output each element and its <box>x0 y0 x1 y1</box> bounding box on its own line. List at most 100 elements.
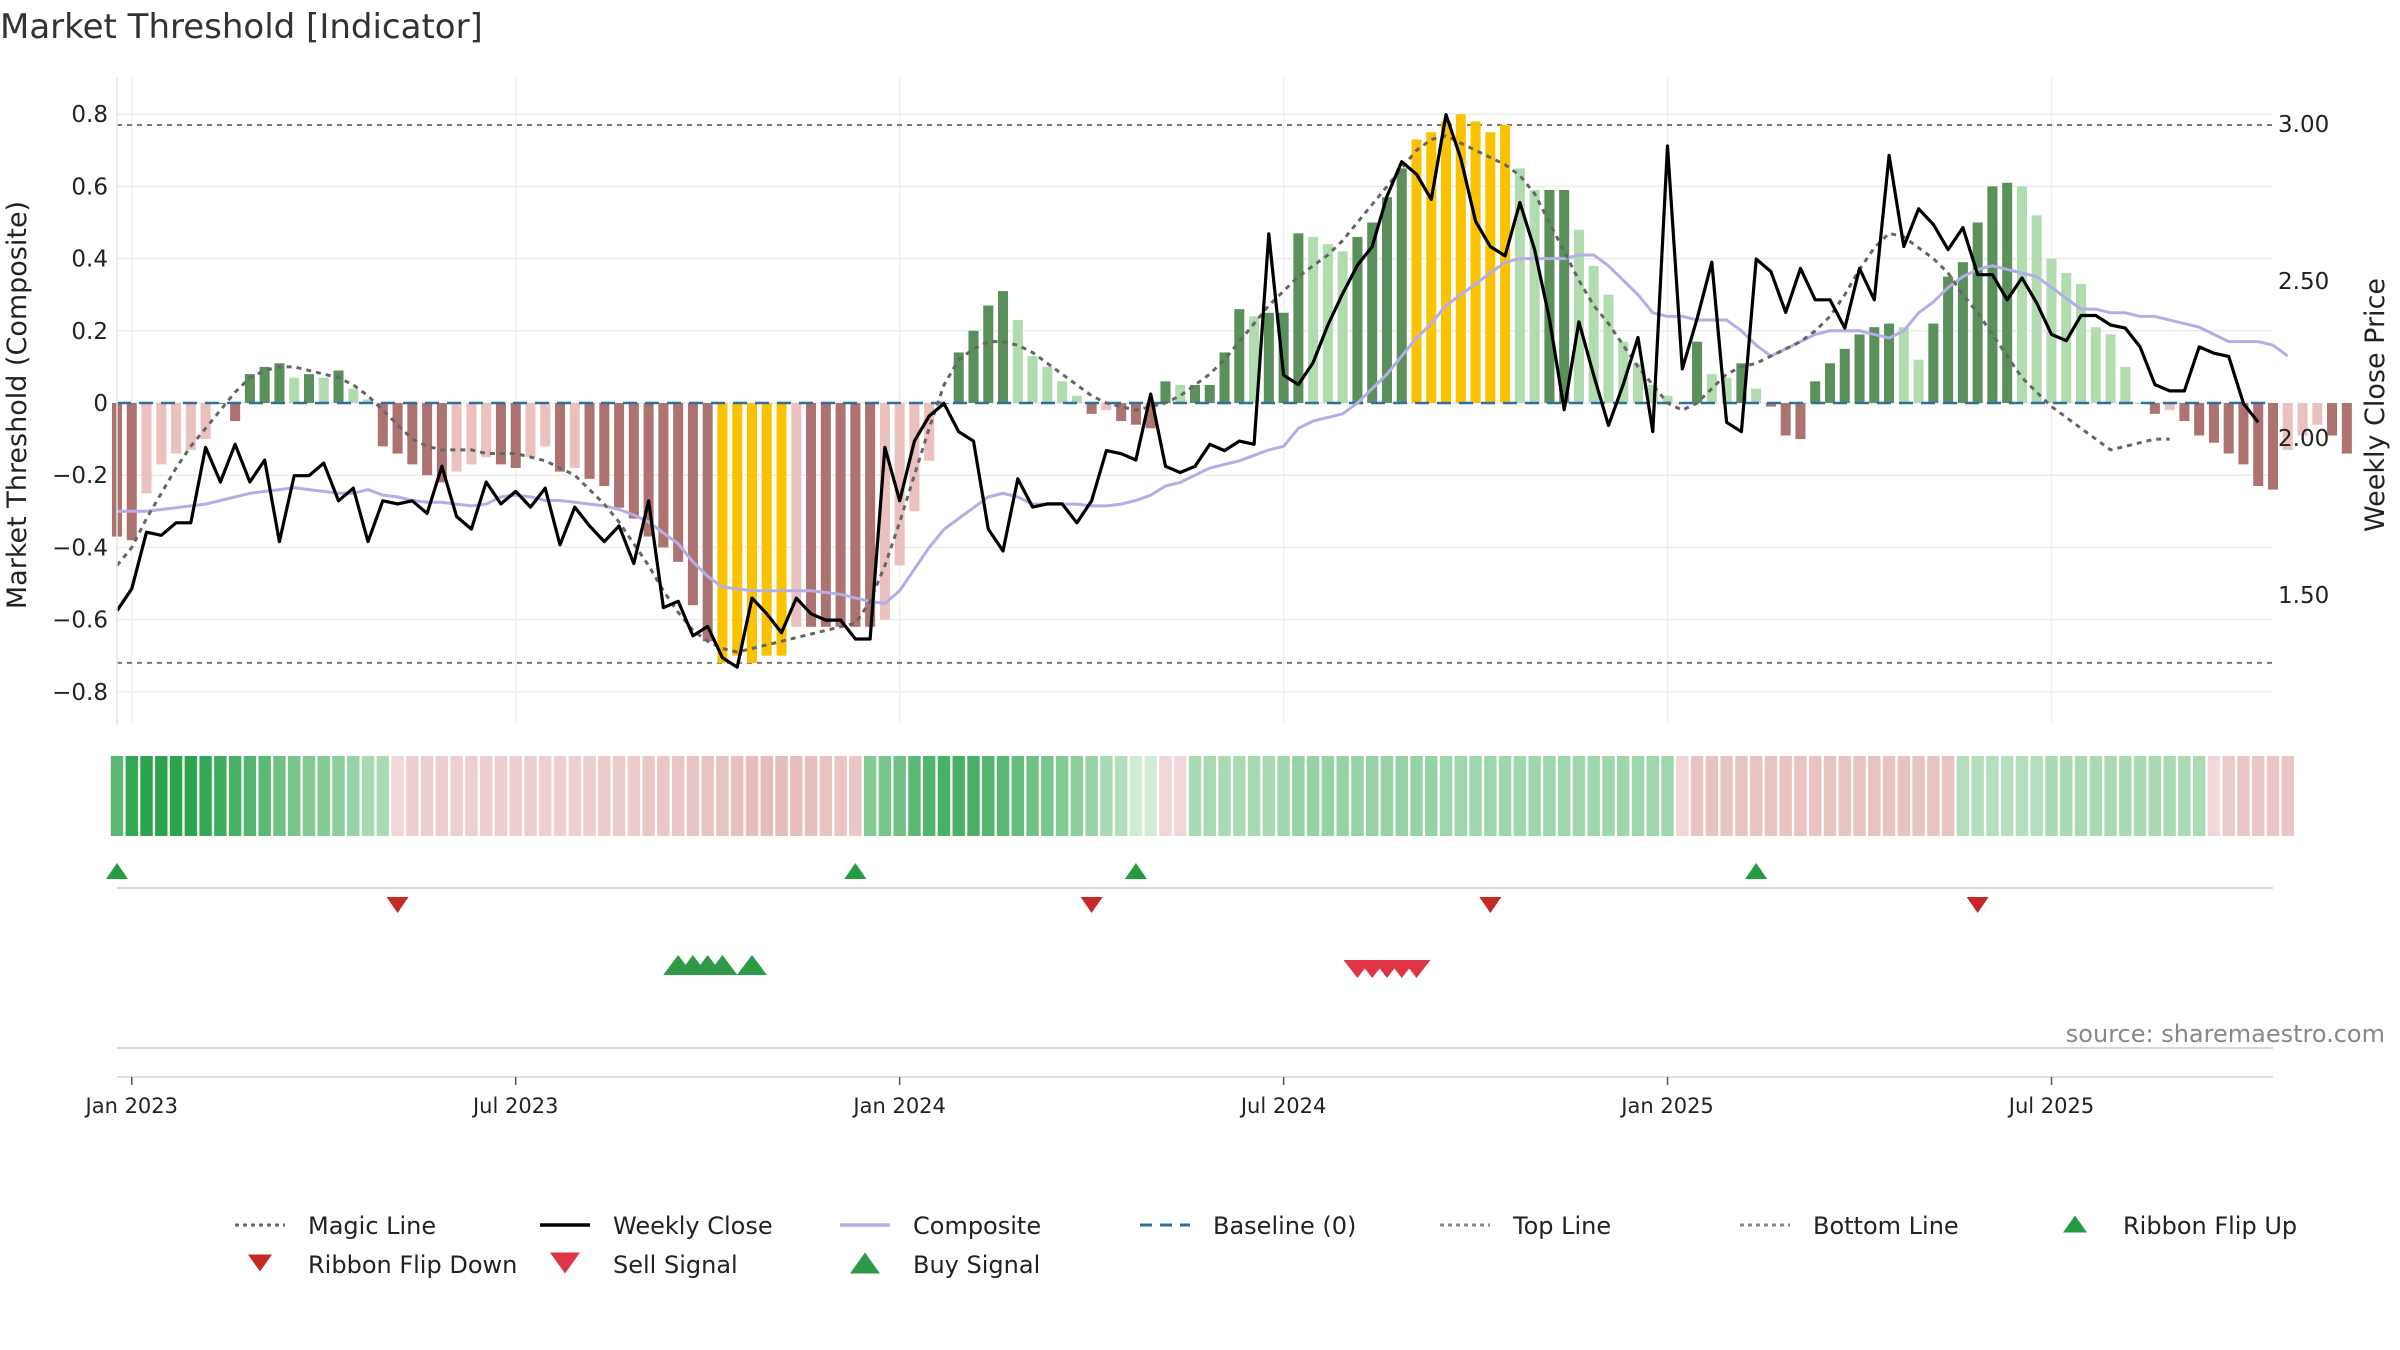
ribbon-cell <box>524 756 537 836</box>
legend-item: Ribbon Flip Down <box>248 1251 517 1279</box>
composite-bar <box>1263 312 1274 403</box>
composite-bar <box>318 377 329 403</box>
ribbon-cell <box>1735 756 1748 836</box>
ribbon-cell <box>2030 756 2043 836</box>
ribbon-cell <box>2222 756 2235 836</box>
trend-ribbon <box>110 756 2294 836</box>
composite-bar <box>732 403 743 656</box>
ribbon-cell <box>2119 756 2132 836</box>
composite-bar <box>126 403 137 541</box>
ribbon-cell <box>1587 756 1600 836</box>
legend-item: Baseline (0) <box>1140 1212 1356 1240</box>
ribbon-cell <box>391 756 404 836</box>
legend-item: Composite <box>840 1212 1041 1240</box>
composite-bar <box>1145 403 1156 429</box>
ribbon-cell <box>1749 756 1763 836</box>
composite-bar <box>363 399 374 403</box>
ribbon-cell <box>243 756 257 836</box>
composite-bar <box>2120 366 2131 403</box>
legend: Magic Line Weekly Close Composite Baseline … <box>235 1212 2297 1279</box>
composite-bar <box>1662 395 1673 403</box>
composite-bar <box>1573 229 1584 403</box>
composite-bar <box>1544 190 1555 403</box>
ribbon-cell <box>893 756 906 836</box>
ribbon-cell <box>406 756 419 836</box>
ribbon-cell <box>1041 756 1054 836</box>
ribbon-flip-down-marker <box>386 897 409 913</box>
composite-bar <box>422 403 433 476</box>
axes: 0.8 0.6 0.4 0.2 0 −0.2 −0.4 −0.6 −0.8 3.00 2.50 2.0… <box>52 78 2329 725</box>
composite-bar <box>1441 121 1452 404</box>
ribbon-cell <box>1513 756 1527 836</box>
ribbon-cell <box>731 756 744 836</box>
source-note: source: sharemaestro.com <box>2066 1020 2385 1048</box>
ribbon-cell <box>819 756 833 836</box>
ribbon-cell <box>2192 756 2206 836</box>
ribbon-cell <box>199 756 212 836</box>
composite-bar <box>2208 403 2219 443</box>
ribbon-cell <box>612 756 626 836</box>
ribbon-flip-down-marker <box>1479 897 1502 913</box>
composite-bar <box>540 403 551 447</box>
composite-bar <box>1411 139 1422 403</box>
y-tick-label-left: −0.4 <box>52 535 108 561</box>
y-tick-label-left: 0.2 <box>71 319 108 345</box>
composite-bar <box>850 403 861 627</box>
y-tick-label-left: 0.6 <box>71 174 108 200</box>
ribbon-cell <box>775 756 788 836</box>
ribbon-cell <box>1528 756 1541 836</box>
ribbon-cell <box>2074 756 2088 836</box>
composite-bar <box>244 374 255 403</box>
legend-swatch <box>550 1252 580 1274</box>
composite-bar <box>1839 348 1850 403</box>
composite-bar <box>2090 327 2101 403</box>
composite-bar <box>2179 403 2190 422</box>
ribbon-flip-up-marker <box>1124 863 1147 879</box>
ribbon-cell <box>1321 756 1335 836</box>
ribbon-cell <box>539 756 552 836</box>
composite-bar <box>983 305 994 403</box>
composite-bar <box>1824 363 1836 403</box>
y-tick-label-left: −0.2 <box>52 463 108 489</box>
composite-bar <box>1101 403 1112 411</box>
composite-bar <box>2105 334 2116 403</box>
composite-bar <box>1928 323 1939 403</box>
legend-item: Magic Line <box>235 1212 436 1240</box>
ribbon-cell <box>228 756 242 836</box>
composite-bar <box>1810 381 1821 403</box>
composite-bar <box>835 403 846 627</box>
composite-bar <box>333 370 344 403</box>
composite-bar <box>1884 323 1895 403</box>
ribbon-cell <box>1469 756 1482 836</box>
ribbon-cell <box>967 756 980 836</box>
composite-bar <box>894 403 905 566</box>
ribbon-cell <box>1129 756 1143 836</box>
composite-bar <box>1160 381 1171 403</box>
composite-bar <box>1189 384 1201 403</box>
y-axis-label-right: Weekly Close Price <box>2360 278 2391 532</box>
composite-bar <box>2031 215 2042 403</box>
composite-bar <box>1130 403 1141 425</box>
composite-bar <box>2267 403 2279 490</box>
weekly-close-line <box>115 113 2260 669</box>
composite-bar <box>1071 395 1082 403</box>
legend-item: Top Line <box>1440 1212 1611 1240</box>
composite-bar <box>599 403 610 487</box>
legend-label: Sell Signal <box>613 1251 738 1279</box>
ribbon-cell <box>125 756 138 836</box>
ribbon-cell <box>908 756 921 836</box>
composite-bar <box>2297 403 2308 436</box>
composite-bar <box>1057 381 1068 403</box>
composite-bar <box>909 403 920 512</box>
ribbon-cell <box>273 756 286 836</box>
ribbon-cell <box>745 756 759 836</box>
composite-bar <box>1736 363 1747 403</box>
composite-bar <box>1381 197 1392 403</box>
ribbon-cell <box>2178 756 2191 836</box>
ribbon-cell <box>1011 756 1024 836</box>
ribbon-cell <box>1853 756 1866 836</box>
composite-bar <box>1795 403 1806 440</box>
ribbon-cell <box>1631 756 1645 836</box>
ribbon-cell <box>1306 756 1320 836</box>
